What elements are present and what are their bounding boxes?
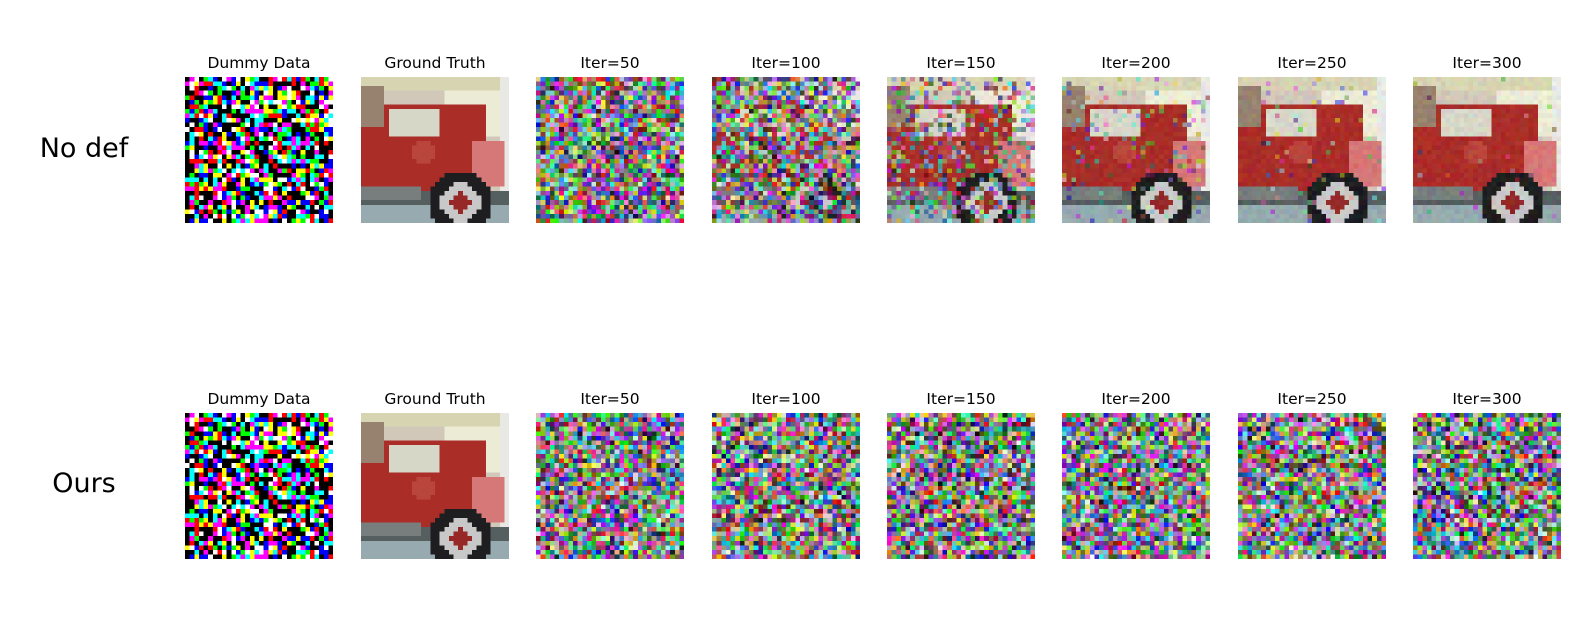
panel-caption: Iter=50 [580,54,640,72]
panel-caption: Iter=150 [926,54,996,72]
reconstruction-image [887,77,1035,223]
ground-truth-image [361,77,509,223]
ground-truth-image [361,413,509,559]
panel-caption: Iter=300 [1452,54,1522,72]
row-label-ours: Ours [52,468,116,499]
reconstruction-image [1238,413,1386,559]
panel-caption: Dummy Data [207,390,311,408]
reconstruction-image [1062,77,1210,223]
panel-caption: Iter=150 [926,390,996,408]
panel-caption: Ground Truth [384,54,486,72]
panel-caption: Dummy Data [207,54,311,72]
panel-caption: Iter=200 [1101,390,1171,408]
panel-caption: Ground Truth [384,390,486,408]
reconstruction-image [1062,413,1210,559]
panel-caption: Iter=250 [1277,390,1347,408]
panel-caption: Iter=300 [1452,390,1522,408]
reconstruction-image [1413,77,1561,223]
reconstruction-image [1238,77,1386,223]
panel-caption: Iter=250 [1277,54,1347,72]
reconstruction-image [1413,413,1561,559]
reconstruction-image [536,413,684,559]
reconstruction-image [712,413,860,559]
dummy-data-image [185,413,333,559]
row-label-no-def: No def [39,133,129,164]
panel-caption: Iter=50 [580,390,640,408]
panel-caption: Iter=200 [1101,54,1171,72]
reconstruction-image [887,413,1035,559]
panel-caption: Iter=100 [751,390,821,408]
panel-caption: Iter=100 [751,54,821,72]
reconstruction-image [536,77,684,223]
dummy-data-image [185,77,333,223]
reconstruction-image [712,77,860,223]
